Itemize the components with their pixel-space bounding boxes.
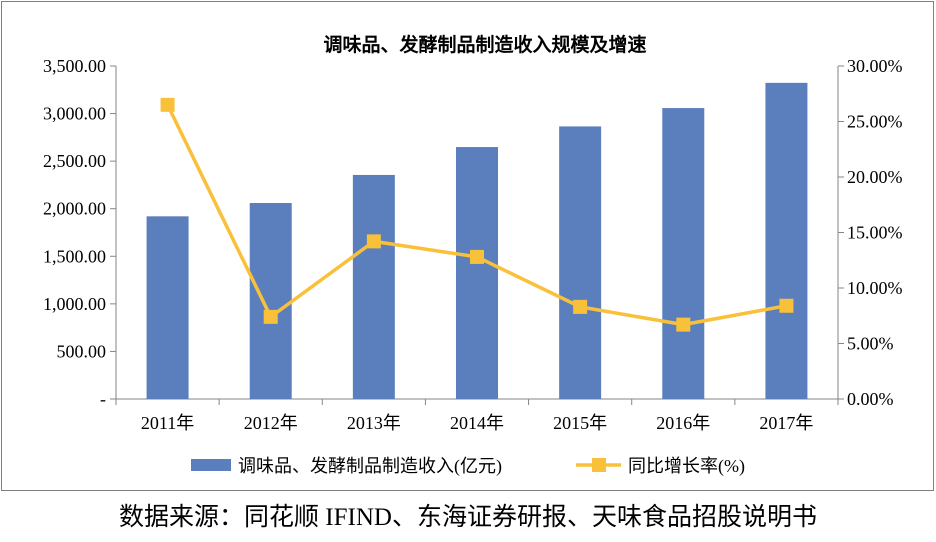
y-left-tick-label: 1,000.00	[43, 294, 106, 314]
y-left-tick-label: 500.00	[57, 341, 107, 361]
line-point	[779, 298, 794, 313]
chart-title: 调味品、发酵制品制造收入规模及增速	[323, 33, 646, 56]
bar	[146, 216, 189, 399]
bar	[765, 82, 808, 400]
legend-label-bar: 调味品、发酵制品制造收入(亿元)	[238, 456, 502, 477]
y-left-tick-label: 2,000.00	[43, 199, 106, 219]
bar	[662, 108, 705, 399]
x-tick-label: 2015年	[553, 413, 607, 433]
line-point	[263, 309, 278, 324]
line-point	[160, 97, 175, 112]
y-right-tick-label: 0.00%	[847, 389, 894, 409]
y-right-tick-label: 20.00%	[847, 167, 903, 187]
bar	[456, 147, 498, 399]
y-right-tick-label: 30.00%	[847, 56, 903, 76]
bar	[559, 126, 602, 399]
y-right-tick-label: 10.00%	[847, 278, 903, 298]
legend-swatch-marker	[592, 458, 606, 472]
line-point	[470, 249, 484, 264]
line-point	[573, 299, 588, 314]
bar	[249, 203, 292, 399]
x-tick-label: 2012年	[244, 413, 298, 433]
source-note: 数据来源：同花顺 IFIND、东海证券研报、天味食品招股说明书	[119, 504, 817, 531]
y-right-tick-label: 25.00%	[847, 112, 903, 132]
y-right-tick-label: 15.00%	[847, 223, 903, 243]
x-tick-label: 2011年	[141, 413, 194, 433]
line-point	[366, 234, 381, 249]
y-left-tick-label: 3,000.00	[43, 104, 106, 124]
y-left-tick-label: 1,500.00	[43, 246, 106, 266]
legend-label-line: 同比增长率(%)	[628, 456, 745, 477]
x-tick-label: 2016年	[656, 413, 710, 433]
y-left-tick-label: -	[100, 389, 106, 409]
chart-frame: 调味品、发酵制品制造收入规模及增速 - 500.00 1,000.00 1,500.00…	[1, 1, 934, 491]
x-tick-label: 2014年	[450, 413, 504, 433]
y-left-tick-label: 3,500.00	[43, 56, 106, 76]
x-tick-label: 2017年	[759, 413, 813, 433]
y-right-tick-label: 5.00%	[847, 334, 894, 354]
line-point	[676, 317, 691, 332]
y-left-tick-label: 2,500.00	[43, 151, 106, 171]
bar	[352, 174, 395, 399]
legend-swatch-bar	[191, 459, 231, 471]
x-tick-label: 2013年	[347, 413, 401, 433]
combo-chart: 调味品、发酵制品制造收入规模及增速 - 500.00 1,000.00 1,500.00…	[43, 33, 903, 477]
